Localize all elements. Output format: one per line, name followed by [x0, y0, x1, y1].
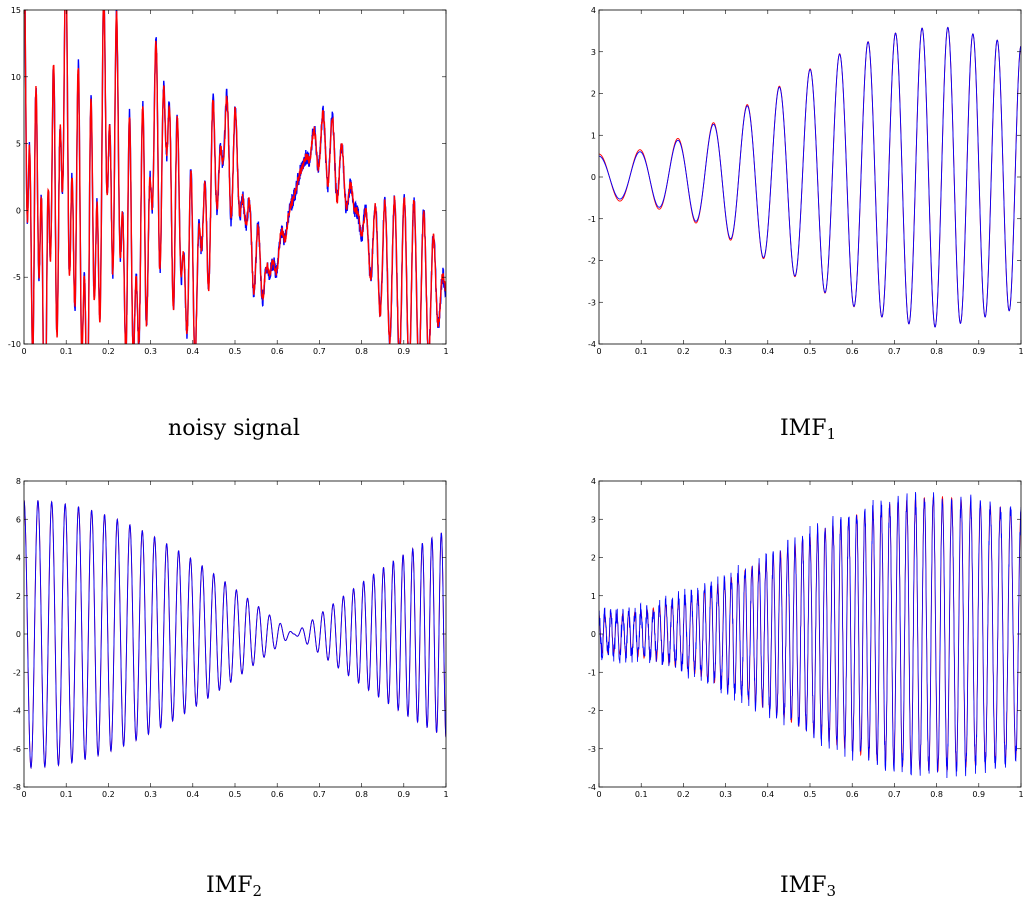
x-tick-label: 0.1: [60, 347, 73, 356]
series-line-estimate: [24, 499, 446, 770]
y-tick-label: -4: [588, 783, 596, 792]
x-tick-label: 0.9: [972, 347, 985, 356]
y-tick-label: 0: [16, 630, 21, 639]
x-tick-label: 0.2: [677, 790, 690, 799]
y-tick-label: -3: [588, 298, 596, 307]
chart-imf-3: 0 0.1 0.2 0.3 0.4 0.5 0.6 0.7 0.8 0.9 1 -4 -3 -2 -1 0 1 2…: [588, 477, 1023, 799]
y-tick-label: 3: [591, 515, 596, 524]
x-tick-label: 0.9: [397, 347, 410, 356]
y-tick-label: -2: [588, 257, 596, 266]
caption-imf-2: IMF2: [205, 873, 263, 900]
axes-frame: [23, 9, 447, 345]
chart-noisy-signal: 0 0.1 0.2 0.3 0.4 0.5 0.6 0.7 0.8 0.9 1 -10 -5 0 5 10 15: [8, 6, 449, 356]
y-tick-label: 2: [16, 592, 21, 601]
y-tick-label: -2: [13, 668, 21, 677]
y-tick-label: -10: [8, 340, 21, 349]
caption-imf-1: IMF1: [779, 416, 837, 443]
axes-frame: [23, 480, 447, 788]
series-line-original: [599, 26, 1021, 328]
x-tick-label: 0.9: [972, 790, 985, 799]
x-tick-label: 0: [596, 347, 601, 356]
y-tick-label: -8: [13, 783, 21, 792]
x-tick-label: 0.2: [677, 347, 690, 356]
x-tick-label: 0.6: [846, 790, 859, 799]
x-tick-label: 0.7: [313, 347, 326, 356]
y-tick-label: 2: [591, 554, 596, 563]
y-tick-label: 3: [591, 48, 596, 57]
x-tick-label: 0.4: [186, 790, 199, 799]
x-tick-label: 0.6: [271, 790, 284, 799]
x-tick-label: 0.7: [888, 790, 901, 799]
x-tick-label: 0.9: [397, 790, 410, 799]
x-tick-label: 0.2: [102, 790, 115, 799]
y-tick-label: 4: [591, 6, 596, 15]
series-line-original: [24, 499, 446, 770]
x-tick-label: 1: [443, 790, 448, 799]
x-tick-label: 0.7: [888, 347, 901, 356]
x-tick-label: 0.5: [804, 790, 817, 799]
x-tick-label: 0.8: [930, 790, 943, 799]
x-tick-label: 0.3: [719, 790, 732, 799]
y-tick-label: -2: [588, 707, 596, 716]
y-tick-label: 5: [16, 140, 21, 149]
caption-imf-3: IMF3: [779, 873, 837, 900]
x-tick-label: 0.6: [271, 347, 284, 356]
y-tick-label: -4: [588, 340, 596, 349]
y-tick-label: 1: [591, 131, 596, 140]
chart-imf-1: 0 0.1 0.2 0.3 0.4 0.5 0.6 0.7 0.8 0.9 1 -4 -3 -2 -1 0 1 2…: [588, 6, 1023, 356]
y-tick-label: -1: [588, 668, 596, 677]
x-tick-label: 0.4: [761, 347, 774, 356]
y-tick-label: 8: [16, 477, 21, 486]
y-tick-label: 6: [16, 515, 21, 524]
x-tick-label: 0.3: [719, 347, 732, 356]
x-tick-label: 0.6: [846, 347, 859, 356]
y-tick-label: -5: [13, 273, 21, 282]
x-tick-label: 0.8: [355, 790, 368, 799]
x-tick-label: 0.3: [144, 347, 157, 356]
y-tick-label: 1: [591, 592, 596, 601]
x-tick-label: 0.5: [804, 347, 817, 356]
x-tick-label: 0.5: [229, 790, 242, 799]
x-tick-label: 0.7: [313, 790, 326, 799]
x-tick-label: 0.5: [229, 347, 242, 356]
y-tick-label: 0: [16, 206, 21, 215]
x-tick-label: 0: [596, 790, 601, 799]
y-tick-label: 4: [16, 554, 21, 563]
y-tick-label: 0: [591, 630, 596, 639]
x-tick-label: 0.4: [761, 790, 774, 799]
x-tick-label: 0: [21, 347, 26, 356]
x-tick-label: 0.3: [144, 790, 157, 799]
x-tick-label: 0.4: [186, 347, 199, 356]
y-tick-label: 2: [591, 90, 596, 99]
y-tick-label: 15: [11, 6, 21, 15]
chart-imf-2: 0 0.1 0.2 0.3 0.4 0.5 0.6 0.7 0.8 0.9 1 -8 -6 -4 -2 0 2 4…: [13, 477, 449, 799]
x-tick-label: 0.1: [635, 347, 648, 356]
x-tick-label: 1: [1018, 790, 1023, 799]
x-tick-label: 0.1: [60, 790, 73, 799]
series-line-original: [599, 492, 1021, 779]
x-tick-label: 0.2: [102, 347, 115, 356]
y-tick-label: 10: [11, 73, 21, 82]
y-tick-label: 4: [591, 477, 596, 486]
x-tick-label: 0.8: [355, 347, 368, 356]
y-tick-label: -3: [588, 745, 596, 754]
x-tick-label: 0.8: [930, 347, 943, 356]
x-tick-label: 0: [21, 790, 26, 799]
y-tick-label: -1: [588, 215, 596, 224]
y-tick-label: 0: [591, 173, 596, 182]
series-line-estimate: [24, 10, 446, 344]
y-tick-label: -6: [13, 745, 21, 754]
x-tick-label: 0.1: [635, 790, 648, 799]
x-tick-label: 1: [443, 347, 448, 356]
y-tick-label: -4: [13, 707, 21, 716]
caption-noisy-signal: noisy signal: [168, 416, 300, 441]
x-tick-label: 1: [1018, 347, 1023, 356]
